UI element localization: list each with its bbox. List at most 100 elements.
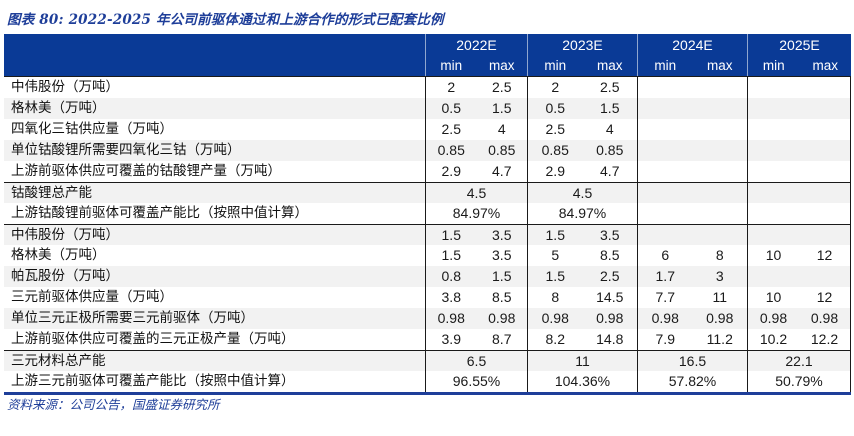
year-cell-group [637, 119, 747, 140]
year-cell-group [747, 183, 851, 203]
year-cell-group: 4.5 [527, 183, 637, 203]
header-year-2024: 2024E min max [637, 34, 747, 76]
table-cell: 16.5 [678, 353, 707, 369]
source-note: 资料来源：公司公告，国盛证券研究所 [7, 397, 220, 412]
table-cell [748, 161, 799, 182]
table-cell [799, 140, 850, 161]
table-cell [799, 266, 850, 287]
table-cell: 4.7 [492, 163, 512, 179]
table-row: 四氧化三钴供应量（万吨） 2.5 4 2.5 4 [4, 119, 851, 140]
table-cell: 12.2 [810, 331, 839, 347]
row-label: 中伟股份（万吨） [11, 79, 119, 95]
table-cell: 5 [551, 247, 560, 263]
table-row: 中伟股份（万吨） 1.5 3.5 1.5 3.5 [4, 224, 851, 245]
year-cell-group: 11 [527, 351, 637, 371]
row-label: 单位三元正极所需要三元前驱体（万吨） [11, 310, 254, 326]
row-label: 钴酸锂总产能 [11, 185, 92, 201]
table-cell [799, 161, 850, 182]
table-cell: 0.98 [541, 310, 569, 326]
table-cell [693, 98, 748, 119]
table-cell: 10.2 [759, 331, 788, 347]
year-cell-group: 0.5 1.5 [425, 98, 527, 119]
year-cell-group: 0.8 1.5 [425, 266, 527, 287]
table-cell: 12 [816, 247, 833, 263]
table-cell: 14.8 [596, 331, 624, 347]
table-cell: 8.5 [600, 247, 620, 263]
table-row: 上游前驱体供应可覆盖的钴酸锂产量（万吨） 2.9 4.7 2.9 4.7 [4, 161, 851, 182]
minmax-header: min max [638, 56, 747, 76]
year-cell-group [747, 119, 851, 140]
header-year-2023: 2023E min max [527, 34, 637, 76]
table-cell: 2.9 [441, 163, 461, 179]
year-cell-group: 0.98 0.98 [425, 308, 527, 329]
table-cell: 50.79% [775, 373, 823, 389]
year-header: 2024E [672, 37, 713, 53]
table-cell: 104.36% [554, 373, 611, 389]
table-row: 单位钴酸锂所需要四氧化三钴（万吨） 0.85 0.85 0.85 0.85 [4, 140, 851, 161]
table-cell [748, 183, 850, 203]
year-cell-group: 2.5 4 [527, 119, 637, 140]
table-cell: 1.5 [492, 100, 512, 116]
year-cell-group [747, 266, 851, 287]
table-row: 上游钴酸锂前驱体可覆盖产能比（按照中值计算） 84.97% 84.97% [4, 203, 851, 224]
row-label: 格林美（万吨） [11, 100, 106, 116]
table-cell [799, 77, 850, 98]
year-cell-group: 0.98 0.98 [637, 308, 747, 329]
table-row: 帕瓦股份（万吨） 0.8 1.5 1.5 2.5 1.7 3 [4, 266, 851, 287]
min-header: min [440, 58, 463, 73]
year-cell-group: 6.5 [425, 351, 527, 371]
year-cell-group [637, 225, 747, 245]
year-cell-group [747, 140, 851, 161]
year-cell-group: 84.97% [425, 203, 527, 224]
row-label: 四氧化三钴供应量（万吨） [11, 121, 173, 137]
table-cell: 2.5 [600, 268, 620, 284]
table-cell [638, 77, 693, 98]
year-cell-group [747, 77, 851, 98]
year-cell-group [747, 161, 851, 182]
row-label: 格林美（万吨） [11, 247, 106, 263]
table-cell: 2.9 [545, 163, 565, 179]
year-cell-group: 2.9 4.7 [527, 161, 637, 182]
table-cell: 0.85 [541, 142, 569, 158]
table-cell: 1.5 [600, 100, 620, 116]
year-cell-group: 104.36% [527, 371, 637, 392]
table-cell: 3.8 [441, 289, 461, 305]
year-cell-group [747, 225, 851, 245]
header-year-2022: 2022E min max [425, 34, 527, 76]
table-cell [748, 119, 799, 140]
year-cell-group: 5 8.5 [527, 245, 637, 266]
table-cell: 84.97% [558, 205, 607, 221]
table-row: 格林美（万吨） 0.5 1.5 0.5 1.5 [4, 98, 851, 119]
table-cell: 57.82% [668, 373, 717, 389]
table-cell: 0.85 [596, 142, 624, 158]
table-cell: 8.7 [492, 331, 512, 347]
table-row: 格林美（万吨） 1.5 3.5 5 8.5 6 8 10 12 [4, 245, 851, 266]
table-cell: 96.55% [452, 373, 501, 389]
year-cell-group: 16.5 [637, 351, 747, 371]
table-cell: 0.5 [441, 100, 461, 116]
figure-title: 图表 80: 2022-2025 年公司前驱体通过和上游合作的形式已配套比例 [7, 12, 444, 28]
table-cell: 0.98 [651, 310, 679, 326]
table-cell: 11 [575, 353, 590, 369]
row-label: 中伟股份（万吨） [11, 227, 119, 243]
table-cell [748, 140, 799, 161]
table-row: 三元材料总产能 6.5 11 16.5 22.1 [4, 350, 851, 371]
table-cell [799, 225, 850, 245]
table-row: 上游前驱体供应可覆盖的三元正极产量（万吨） 3.9 8.7 8.2 14.8 7.9 11.… [4, 329, 851, 350]
table-cell: 12 [816, 289, 833, 305]
table-cell: 0.8 [441, 268, 461, 284]
min-header: min [762, 58, 785, 73]
table-cell [638, 140, 693, 161]
year-cell-group: 3.9 8.7 [425, 329, 527, 350]
year-cell-group: 84.97% [527, 203, 637, 224]
year-cell-group: 2 2.5 [425, 77, 527, 98]
table-cell: 1.5 [441, 227, 461, 243]
table-cell [799, 119, 850, 140]
minmax-header: min max [426, 56, 527, 76]
year-cell-group: 1.5 3.5 [527, 225, 637, 245]
year-cell-group: 10.2 12.2 [747, 329, 851, 350]
year-cell-group [637, 183, 747, 203]
table-cell: 8 [551, 289, 560, 305]
year-cell-group: 0.85 0.85 [425, 140, 527, 161]
